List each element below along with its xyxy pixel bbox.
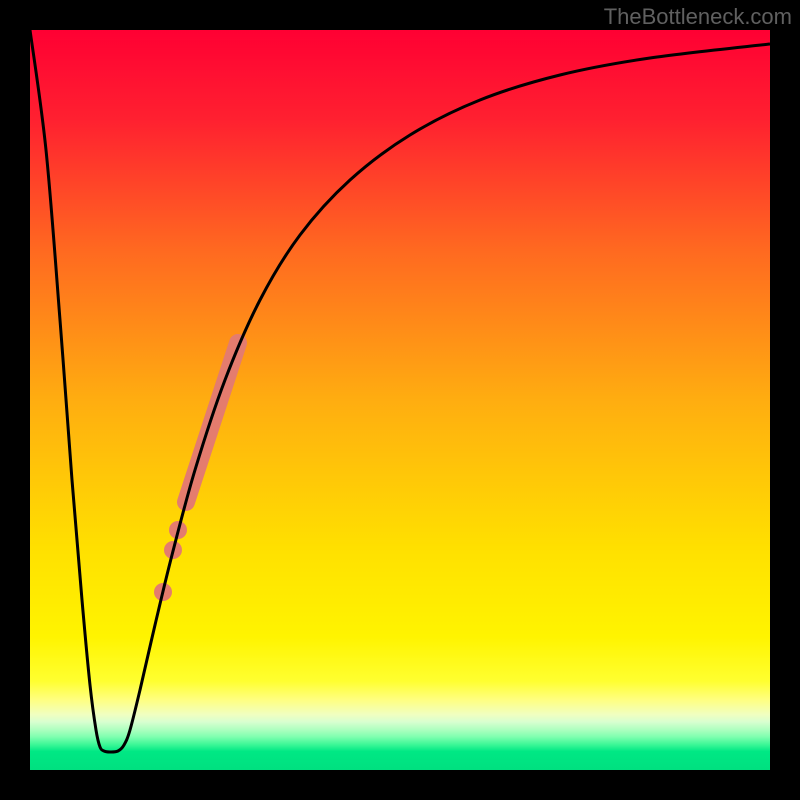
bottleneck-chart — [0, 0, 800, 800]
watermark-text: TheBottleneck.com — [604, 4, 792, 30]
chart-container: TheBottleneck.com — [0, 0, 800, 800]
